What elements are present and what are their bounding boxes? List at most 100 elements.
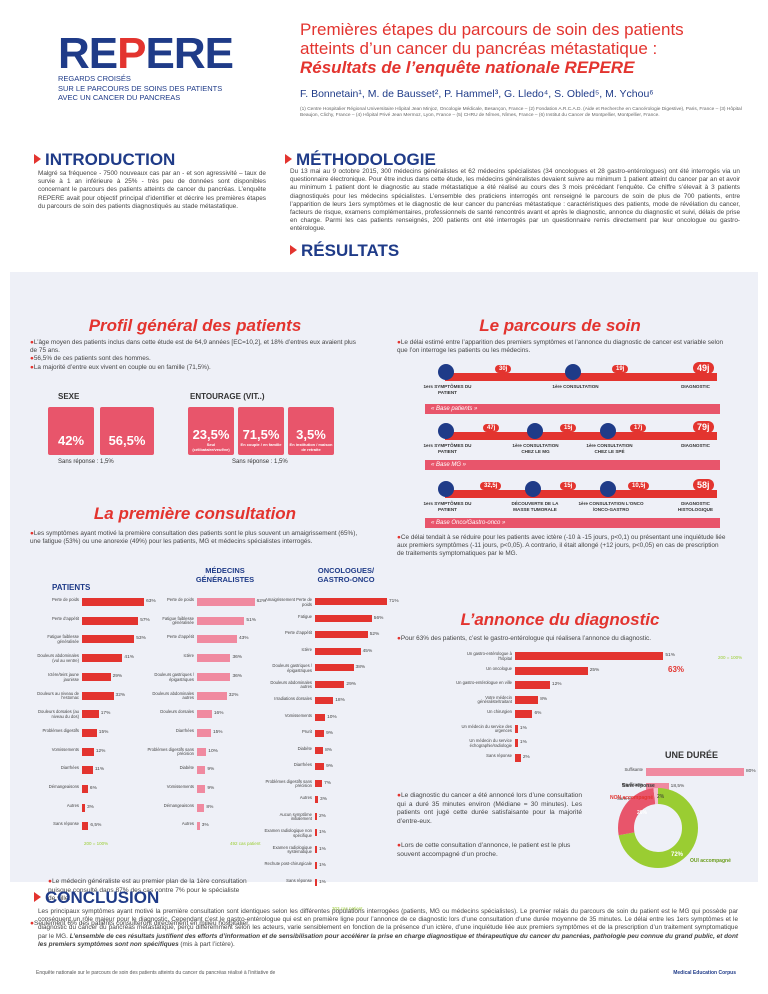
bar xyxy=(197,635,237,644)
bar-value: 45% xyxy=(362,648,373,654)
bar-label: Perte de poids xyxy=(51,597,79,602)
bar-value: 25% xyxy=(589,667,600,673)
bar xyxy=(315,845,317,853)
bar xyxy=(315,763,325,770)
bar-label: Douleurs abdominales autres xyxy=(270,679,312,690)
methodo-heading: MÉTHODOLOGIE xyxy=(285,150,436,170)
bar xyxy=(315,647,361,655)
bar-label: Douleurs abdominales autres xyxy=(152,690,194,701)
bar-value: 56% xyxy=(373,615,384,621)
bar xyxy=(197,785,206,793)
bar-label: Perte de poids xyxy=(166,597,194,602)
bar xyxy=(315,713,326,721)
timeline2-spe-icon xyxy=(600,423,616,439)
timeline3-start-icon xyxy=(438,481,454,497)
tile-femmes: 42% xyxy=(48,407,94,455)
sexe-noresp: Sans réponse : 1,5% xyxy=(58,459,114,465)
bar xyxy=(82,766,93,775)
bar-label: Diarrhées xyxy=(175,727,194,733)
bar-label: Irradiations dorsales xyxy=(274,696,312,701)
bar-value: 52% xyxy=(369,632,380,637)
bar xyxy=(646,782,669,791)
timeline3-label2: DÉCOUVERTE DE LA MASSE TUMORALE xyxy=(511,501,559,512)
entourage-noresp: Sans réponse : 1,5% xyxy=(232,459,288,465)
conclusion-heading: CONCLUSION xyxy=(34,888,159,908)
bar-value: 12% xyxy=(551,682,562,687)
bar-label: Problèmes digestifs xyxy=(42,727,79,733)
annonce-total63: 63% xyxy=(668,665,685,674)
bar-value: 3% xyxy=(86,804,94,810)
timeline1-band: « Base patients » xyxy=(425,404,720,414)
bar-value: 1% xyxy=(319,830,326,835)
timeline2-d3: 17j xyxy=(630,424,647,432)
bar-label: Perte d’appétit xyxy=(284,630,312,635)
bar-label: Rechute post-chirurgicale xyxy=(264,861,312,866)
bar-label: Vomissements xyxy=(166,784,194,789)
bar-label: Fatigue xyxy=(298,613,312,619)
bar xyxy=(197,710,212,719)
bar-value: 2% xyxy=(522,754,530,760)
tile-seul: 23,5% Seul (célibataire/veuf/ve) xyxy=(188,407,234,455)
bar xyxy=(82,728,97,737)
bar-value: 63% xyxy=(146,599,156,604)
bar-value: 2% xyxy=(319,813,326,819)
bar-label: Fatigue faiblesse généralisée xyxy=(162,615,194,626)
bar-label: Un gastro-entérologue en ville xyxy=(456,680,512,685)
bar-label: Sans réponse xyxy=(617,796,643,801)
bar-value: 29% xyxy=(112,673,123,679)
conclusion-text: Les principaux symptômes ayant motivé la… xyxy=(38,908,738,948)
bar xyxy=(82,598,145,606)
consult-bullet1: Les symptômes ayant motivé la première c… xyxy=(30,530,360,546)
bar xyxy=(82,654,123,663)
bar-value: 18,5% xyxy=(670,783,685,789)
annonce-title: L’annonce du diagnostic xyxy=(460,610,660,629)
bar-label: Ictère xyxy=(301,646,312,652)
bar-label: Douleurs abdominales (vul au ventre) xyxy=(37,653,79,663)
timeline2-d2: 15j xyxy=(560,424,577,432)
tile-institution: 3,5% En institution / maison de retraite xyxy=(288,407,334,455)
bar-label: Diabète xyxy=(297,745,312,751)
repere-logo: REPERE xyxy=(58,29,234,78)
bar-value: 32% xyxy=(115,692,126,698)
bar-value: 8% xyxy=(206,804,214,810)
bar-label: Problèmes digestifs sans précision xyxy=(265,778,312,789)
parcours-bullet1: Le délai estimé entre l’apparition des p… xyxy=(397,339,727,355)
bar-label: Douleurs dorsales (au niveau du dos) xyxy=(38,709,79,719)
bar-value: 8% xyxy=(325,747,333,753)
bar xyxy=(315,664,354,671)
bar-label: Amaigrissement Perte de poids xyxy=(264,597,312,607)
bar xyxy=(315,779,323,787)
timeline3-onco-icon xyxy=(600,481,616,497)
bar xyxy=(315,796,319,803)
timeline2-mg-icon xyxy=(527,423,543,439)
bar-value: 51% xyxy=(665,653,675,658)
bar-label: Suffisante xyxy=(624,767,643,772)
bar-value: 16% xyxy=(213,711,224,717)
timeline3-total: 58j xyxy=(693,479,714,491)
timeline2-arrow xyxy=(445,432,717,440)
consult-title: La première consultation xyxy=(93,504,297,523)
bar-value: 51% xyxy=(246,617,257,623)
sexe-label: SEXE xyxy=(58,392,80,401)
bar-value: 1% xyxy=(319,863,326,868)
bar xyxy=(197,691,227,700)
bar-value: 7% xyxy=(324,780,332,786)
timeline3-d2: 15j xyxy=(560,482,577,490)
parcours-title: Le parcours de soin xyxy=(479,316,641,335)
parcours-bullet2: Ce délai tendait à se réduire pour les p… xyxy=(397,534,727,559)
results-heading: RÉSULTATS xyxy=(290,241,399,261)
accompagne-pie-chart xyxy=(618,788,698,868)
timeline1-label2: 1ère CONSULTATION xyxy=(552,384,599,389)
bar xyxy=(515,710,533,718)
bar-value: 12% xyxy=(95,748,106,754)
intro-heading: INTRODUCTION xyxy=(34,150,175,170)
bar-label: Autres xyxy=(66,802,79,808)
bar-value: 3% xyxy=(201,823,209,829)
bar xyxy=(315,829,317,836)
pie-non-value: 26% xyxy=(637,810,648,816)
bar-value: 36% xyxy=(232,673,243,679)
bar-value: 6% xyxy=(89,786,97,791)
bar-label: Un oncologue xyxy=(486,665,512,671)
bar-label: Un gastro-entérologue à l’hôpital xyxy=(466,651,512,661)
patients-note: 200 = 100% xyxy=(84,841,109,846)
